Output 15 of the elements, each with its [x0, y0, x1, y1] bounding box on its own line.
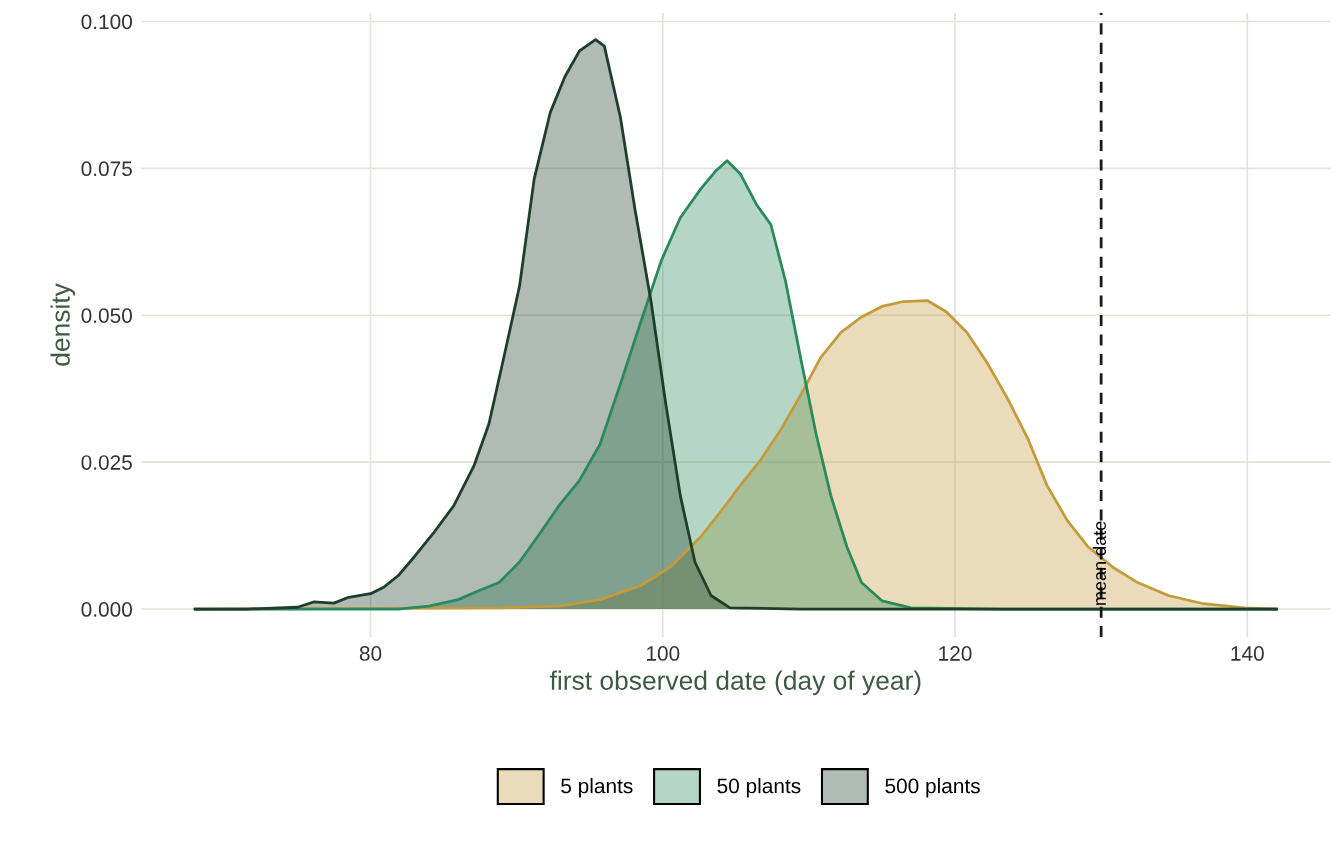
y-tick-label: 0.025: [81, 455, 132, 470]
y-tick-label: 0.050: [81, 308, 132, 323]
x-axis-title: first observed date (day of year): [549, 670, 921, 696]
y-tick-label: 0.000: [81, 602, 132, 617]
x-tick-label: 80: [359, 646, 382, 661]
x-tick-label: 120: [939, 646, 972, 661]
y-tick-label: 0.100: [81, 14, 132, 30]
y-tick-label: 0.075: [81, 161, 132, 177]
legend-label: 50 plants: [717, 778, 801, 798]
y-axis-title: density: [50, 283, 76, 366]
legend-label: 5 plants: [561, 778, 633, 798]
x-tick-label: 100: [646, 646, 680, 661]
ref-line-label: mean date: [1092, 521, 1106, 605]
legend-label: 500 plants: [885, 778, 980, 798]
x-tick-label: 140: [1231, 646, 1264, 661]
